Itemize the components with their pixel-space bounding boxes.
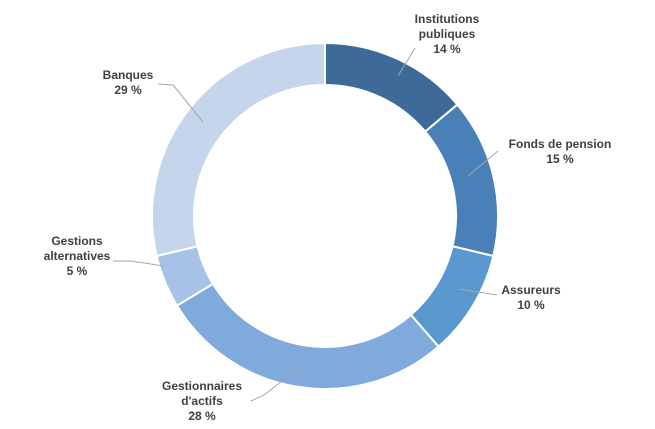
slice-value-label-2: 10 % bbox=[517, 298, 545, 312]
slice-label-3-line-1: d'actifs bbox=[181, 394, 223, 408]
slice-label-2-line-0: Assureurs bbox=[501, 283, 561, 297]
slice-label-0-line-1: publiques bbox=[419, 27, 476, 41]
slice-value-label-4: 5 % bbox=[67, 264, 88, 278]
slice-3 bbox=[175, 282, 440, 390]
leader-line-0 bbox=[397, 47, 416, 77]
slice-label-3-line-0: Gestionnaires bbox=[162, 379, 242, 393]
slice-label-0-line-0: Institutions bbox=[415, 12, 480, 26]
slice-value-label-5: 29 % bbox=[114, 83, 142, 97]
slice-0 bbox=[324, 41, 459, 134]
donut-slices bbox=[151, 41, 499, 390]
leader-line-3 bbox=[250, 366, 301, 402]
slice-1 bbox=[423, 103, 499, 258]
slice-value-label-0: 14 % bbox=[433, 42, 461, 56]
slice-5 bbox=[151, 41, 326, 258]
leader-line-4 bbox=[113, 260, 165, 267]
leader-lines bbox=[113, 47, 499, 402]
slice-value-label-3: 28 % bbox=[188, 409, 216, 423]
slice-label-5-line-0: Banques bbox=[103, 68, 154, 82]
leader-line-5 bbox=[157, 83, 204, 123]
slice-label-4-line-1: alternatives bbox=[44, 249, 111, 263]
slice-value-label-1: 15 % bbox=[546, 152, 574, 166]
slice-label-1-line-0: Fonds de pension bbox=[509, 137, 612, 151]
leader-line-1 bbox=[467, 150, 499, 177]
leader-line-2 bbox=[458, 288, 498, 296]
slice-label-4-line-0: Gestions bbox=[51, 234, 103, 248]
